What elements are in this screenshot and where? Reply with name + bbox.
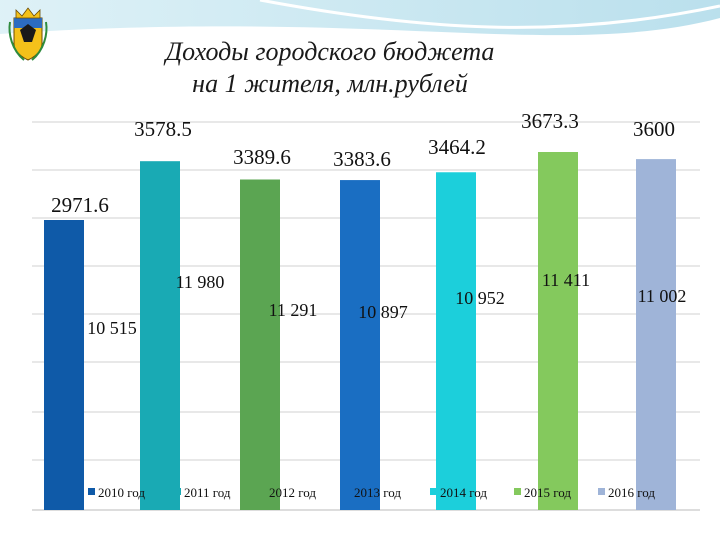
legend-label-4: 2013 год [354, 485, 401, 500]
legend-label-3: 2012 год [269, 485, 316, 500]
city-emblem-icon [8, 7, 48, 61]
value-label-2: 3578.5 [134, 117, 192, 141]
value-label-1: 2971.6 [51, 193, 109, 217]
bar-3 [240, 179, 280, 510]
bar-7 [636, 159, 676, 510]
legend-swatch-2 [174, 488, 181, 495]
value-label-4: 3383.6 [333, 147, 391, 171]
bar-5 [436, 172, 476, 510]
legend-swatch-3 [259, 488, 266, 495]
bar-6 [538, 152, 578, 510]
secondary-label-6: 11 411 [542, 270, 590, 290]
legend-swatch-7 [598, 488, 605, 495]
chart-title-line-1: Доходы городского бюджета [165, 37, 495, 66]
bar-1 [44, 220, 84, 510]
legend-swatch-5 [430, 488, 437, 495]
header-wave-decoration [0, 0, 720, 36]
value-label-5: 3464.2 [428, 135, 486, 159]
secondary-label-3: 11 291 [269, 300, 318, 320]
value-label-3: 3389.6 [233, 145, 291, 169]
secondary-label-2: 11 980 [176, 272, 225, 292]
secondary-label-5: 10 952 [455, 288, 505, 308]
legend-label-5: 2014 год [440, 485, 487, 500]
secondary-label-7: 11 002 [638, 286, 687, 306]
value-label-6: 3673.3 [521, 109, 579, 133]
value-label-7: 3600 [633, 117, 675, 141]
legend-label-2: 2011 год [184, 485, 231, 500]
chart-title-line-2: на 1 жителя, млн.рублей [192, 69, 468, 98]
legend-swatch-1 [88, 488, 95, 495]
legend-swatch-4 [344, 488, 351, 495]
secondary-label-4: 10 897 [358, 302, 408, 322]
legend-label-7: 2016 год [608, 485, 655, 500]
bar-2 [140, 161, 180, 510]
secondary-label-1: 10 515 [87, 318, 137, 338]
legend-label-1: 2010 год [98, 485, 145, 500]
bar-4 [340, 180, 380, 511]
legend-swatch-6 [514, 488, 521, 495]
legend-label-6: 2015 год [524, 485, 571, 500]
